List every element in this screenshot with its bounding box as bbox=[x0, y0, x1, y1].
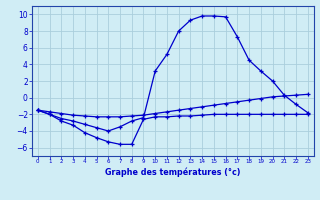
X-axis label: Graphe des températures (°c): Graphe des températures (°c) bbox=[105, 167, 241, 177]
